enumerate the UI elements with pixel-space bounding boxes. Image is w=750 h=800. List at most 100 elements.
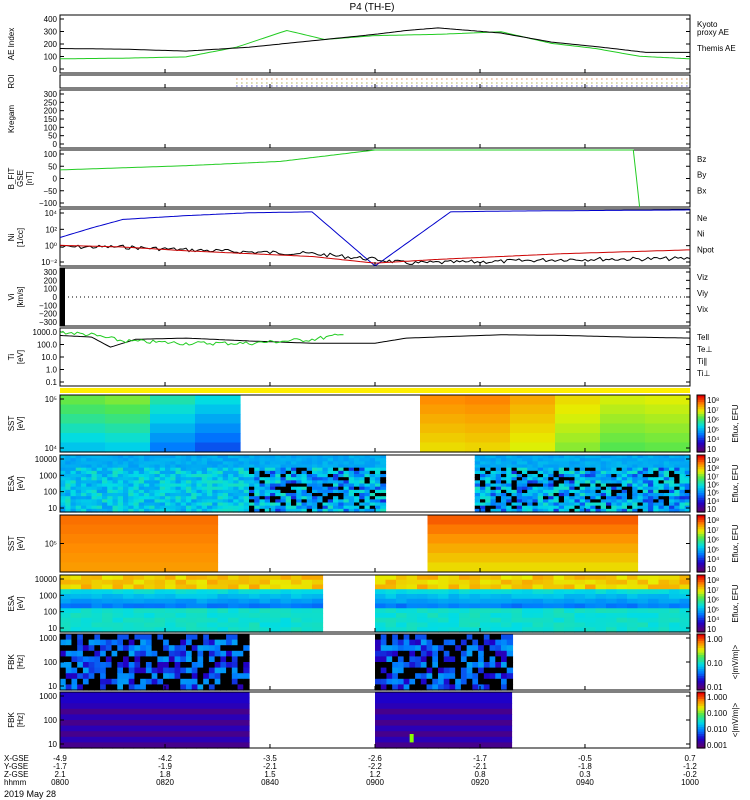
heat-cell <box>105 433 151 443</box>
heat-cell <box>386 662 392 668</box>
heat-cell <box>645 405 691 415</box>
heat-cell <box>417 585 428 590</box>
heat-cell <box>381 645 387 651</box>
heat-cell <box>484 662 490 668</box>
cbar-tick: 1.000 <box>707 693 728 702</box>
heat-cell <box>495 651 501 657</box>
heat-cell <box>455 668 461 674</box>
heat-cell <box>396 589 407 594</box>
heat-cell <box>163 679 169 685</box>
heat-cell <box>585 604 596 609</box>
heat-cell <box>428 737 439 743</box>
heat-cell <box>270 599 281 604</box>
panel-2: Kregam300250200150100500 <box>7 90 690 149</box>
heat-cell <box>659 585 670 590</box>
heat-cell <box>480 618 491 623</box>
heat-cell <box>491 714 502 720</box>
heat-cell <box>226 662 232 668</box>
heat-cell <box>260 604 271 609</box>
heat-cell <box>375 599 386 604</box>
heat-cell <box>113 698 124 704</box>
heat-cell <box>417 575 428 580</box>
heat-cell <box>449 645 455 651</box>
heat-cell <box>617 589 628 594</box>
heat-cell <box>81 613 92 618</box>
heat-cell <box>215 673 221 679</box>
heat-cell <box>134 679 140 685</box>
heat-cell <box>522 580 533 585</box>
heat-cell <box>470 608 481 613</box>
heat-cell <box>585 580 596 585</box>
heat-cell <box>375 608 386 613</box>
heat-cell <box>123 613 134 618</box>
heat-cell <box>94 668 100 674</box>
heat-cell <box>71 645 77 651</box>
heat-cell <box>102 731 113 737</box>
heat-cell <box>648 585 659 590</box>
heat-cell <box>105 405 151 415</box>
panel-10: ESA [eV]1000010001001010⁸10⁷10⁶10⁵10⁴10⁳E… <box>7 575 740 634</box>
heat-cell <box>396 594 407 599</box>
heat-cell <box>113 618 124 623</box>
heat-cell <box>461 668 467 674</box>
heat-cell <box>491 608 502 613</box>
heat-cell <box>575 580 586 585</box>
heat-cell <box>186 589 197 594</box>
heat-cell <box>512 608 523 613</box>
heat-cell <box>554 580 565 585</box>
heat-cell <box>92 731 103 737</box>
heat-cell <box>421 673 427 679</box>
heat-cell <box>165 604 176 609</box>
heat-cell <box>89 668 95 674</box>
ytick-label: 10 <box>48 504 57 513</box>
heat-cell <box>606 604 617 609</box>
heat-cell <box>522 604 533 609</box>
heat-cell <box>470 698 481 704</box>
heat-cell <box>627 613 638 618</box>
heat-cell <box>415 662 421 668</box>
heat-cell <box>449 589 460 594</box>
heat-cell <box>169 679 175 685</box>
heat-cell <box>501 623 512 628</box>
cbar-tick: 10⁳ <box>707 445 716 454</box>
heat-cell <box>71 673 77 679</box>
heat-cell <box>459 692 470 698</box>
heat-cell <box>417 698 428 704</box>
heat-cell <box>585 594 596 599</box>
heat-cell <box>444 651 450 657</box>
heat-cell <box>102 613 113 618</box>
heat-cell <box>71 651 77 657</box>
heat-cell <box>239 604 250 609</box>
heat-cell <box>596 589 607 594</box>
heat-cell <box>117 662 123 668</box>
heat-cell <box>533 618 544 623</box>
heat-cell <box>386 580 397 585</box>
heat-cell <box>100 656 106 662</box>
heat-cell <box>123 634 129 640</box>
heat-cell <box>134 737 145 743</box>
heat-cell <box>410 734 414 742</box>
heat-cell <box>113 623 124 628</box>
heat-cell <box>507 662 513 668</box>
heat-cell <box>60 668 66 674</box>
heat-cell <box>627 594 638 599</box>
heat-cell <box>157 634 163 640</box>
heat-cell <box>195 424 241 434</box>
heat-cell <box>415 651 421 657</box>
heat-cell <box>291 604 302 609</box>
heat-cell <box>600 395 646 405</box>
heat-cell <box>77 640 83 646</box>
heat-cell <box>102 720 113 726</box>
heat-cell <box>507 640 513 646</box>
heat-cell <box>659 618 670 623</box>
heat-cell <box>176 726 187 732</box>
heat-cell <box>638 580 649 585</box>
heat-cell <box>381 668 387 674</box>
heat-cell <box>129 634 135 640</box>
heat-cell <box>169 634 175 640</box>
heat-cell <box>669 580 680 585</box>
heat-cell <box>60 424 106 434</box>
heat-cell <box>533 580 544 585</box>
panel-frame <box>60 90 690 148</box>
heat-cell <box>66 662 72 668</box>
